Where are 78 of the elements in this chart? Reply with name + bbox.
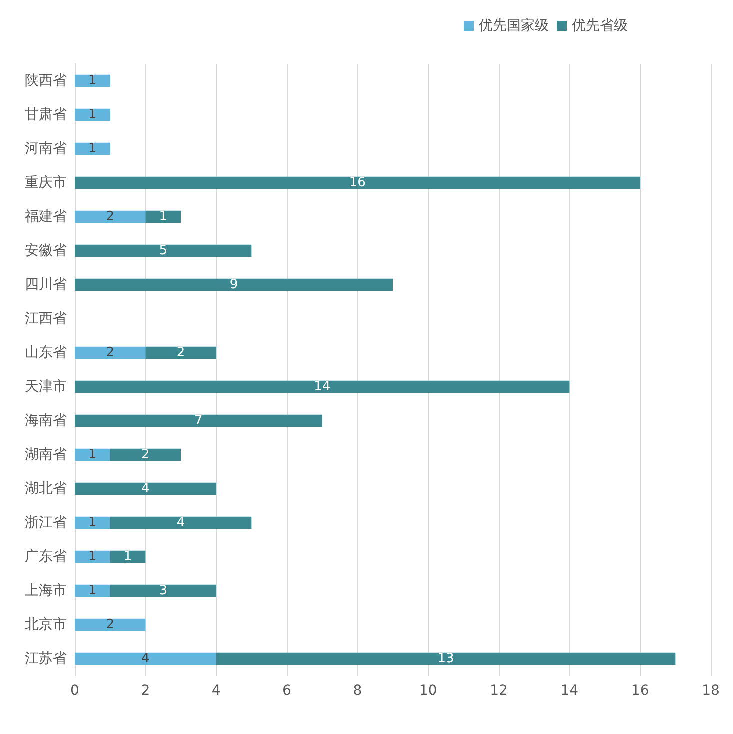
data-label: 7	[194, 414, 203, 428]
data-label: 2	[106, 210, 114, 224]
y-tick-label: 湖南省	[25, 447, 67, 463]
data-label: 2	[106, 618, 114, 632]
x-tick-label: 0	[70, 683, 80, 699]
y-tick-label: 河南省	[25, 141, 67, 157]
x-tick-label: 6	[282, 683, 292, 699]
bar	[75, 550, 110, 564]
data-label: 1	[88, 448, 97, 462]
x-tick-label: 16	[631, 683, 650, 699]
y-tick-label: 安徽省	[25, 243, 67, 259]
bar	[75, 584, 110, 598]
data-label: 1	[124, 550, 132, 564]
bar	[75, 210, 146, 224]
bar	[75, 142, 110, 156]
bar	[75, 618, 146, 632]
bar	[75, 448, 110, 462]
x-tick-label: 18	[702, 683, 720, 699]
y-tick-label: 江西省	[25, 311, 67, 327]
data-label: 5	[159, 244, 168, 258]
y-tick-label: 上海市	[25, 583, 67, 599]
y-tick-label: 重庆市	[25, 175, 67, 191]
bar	[75, 244, 252, 258]
data-label: 4	[142, 482, 150, 496]
bar	[75, 516, 110, 530]
legend-label: 优先国家级	[479, 18, 549, 34]
bar	[75, 380, 570, 394]
bar	[110, 584, 216, 598]
y-tick-label: 湖北省	[25, 481, 67, 497]
data-label: 1	[159, 210, 168, 224]
y-tick-label: 北京市	[25, 617, 67, 633]
bar	[110, 550, 146, 564]
y-tick-label: 江苏省	[25, 651, 67, 667]
bar	[110, 516, 252, 530]
data-label: 1	[88, 142, 97, 156]
bar	[146, 346, 216, 360]
x-tick-label: 8	[353, 683, 362, 699]
data-label: 1	[88, 108, 97, 122]
data-label: 14	[314, 380, 331, 394]
data-label: 1	[88, 550, 97, 564]
x-tick-label: 14	[560, 683, 579, 699]
data-label: 1	[88, 516, 97, 530]
bar	[75, 414, 322, 428]
bar	[216, 652, 676, 666]
y-tick-label: 甘肃省	[25, 107, 67, 123]
bar	[75, 346, 146, 360]
legend-label: 优先省级	[572, 18, 628, 34]
y-tick-label: 天津市	[25, 379, 67, 395]
x-tick-label: 12	[490, 683, 508, 699]
x-tick-label: 10	[419, 683, 438, 699]
bar	[75, 176, 640, 190]
y-tick-label: 福建省	[25, 209, 67, 225]
y-tick-label: 海南省	[25, 413, 67, 429]
data-label: 1	[88, 584, 97, 598]
data-label: 4	[142, 652, 150, 666]
bar	[75, 74, 110, 88]
data-label: 1	[88, 74, 97, 88]
data-label: 2	[106, 346, 114, 360]
bar	[75, 482, 216, 496]
data-label: 16	[349, 176, 366, 190]
data-label: 13	[438, 652, 454, 666]
data-label: 3	[159, 584, 168, 598]
x-tick-label: 4	[212, 683, 221, 699]
y-tick-label: 四川省	[25, 277, 67, 293]
data-label: 2	[142, 448, 150, 462]
data-label: 9	[230, 278, 238, 292]
data-label: 4	[176, 516, 186, 530]
bar	[110, 448, 181, 462]
bar	[75, 278, 393, 292]
bar	[75, 108, 110, 122]
y-tick-label: 陕西省	[25, 73, 67, 89]
x-tick-label: 2	[141, 683, 150, 699]
data-label: 2	[176, 346, 186, 360]
bar	[146, 210, 181, 224]
y-tick-label: 广东省	[25, 549, 67, 565]
y-tick-label: 山东省	[25, 345, 67, 361]
bar	[75, 652, 216, 666]
y-tick-label: 浙江省	[25, 515, 67, 531]
